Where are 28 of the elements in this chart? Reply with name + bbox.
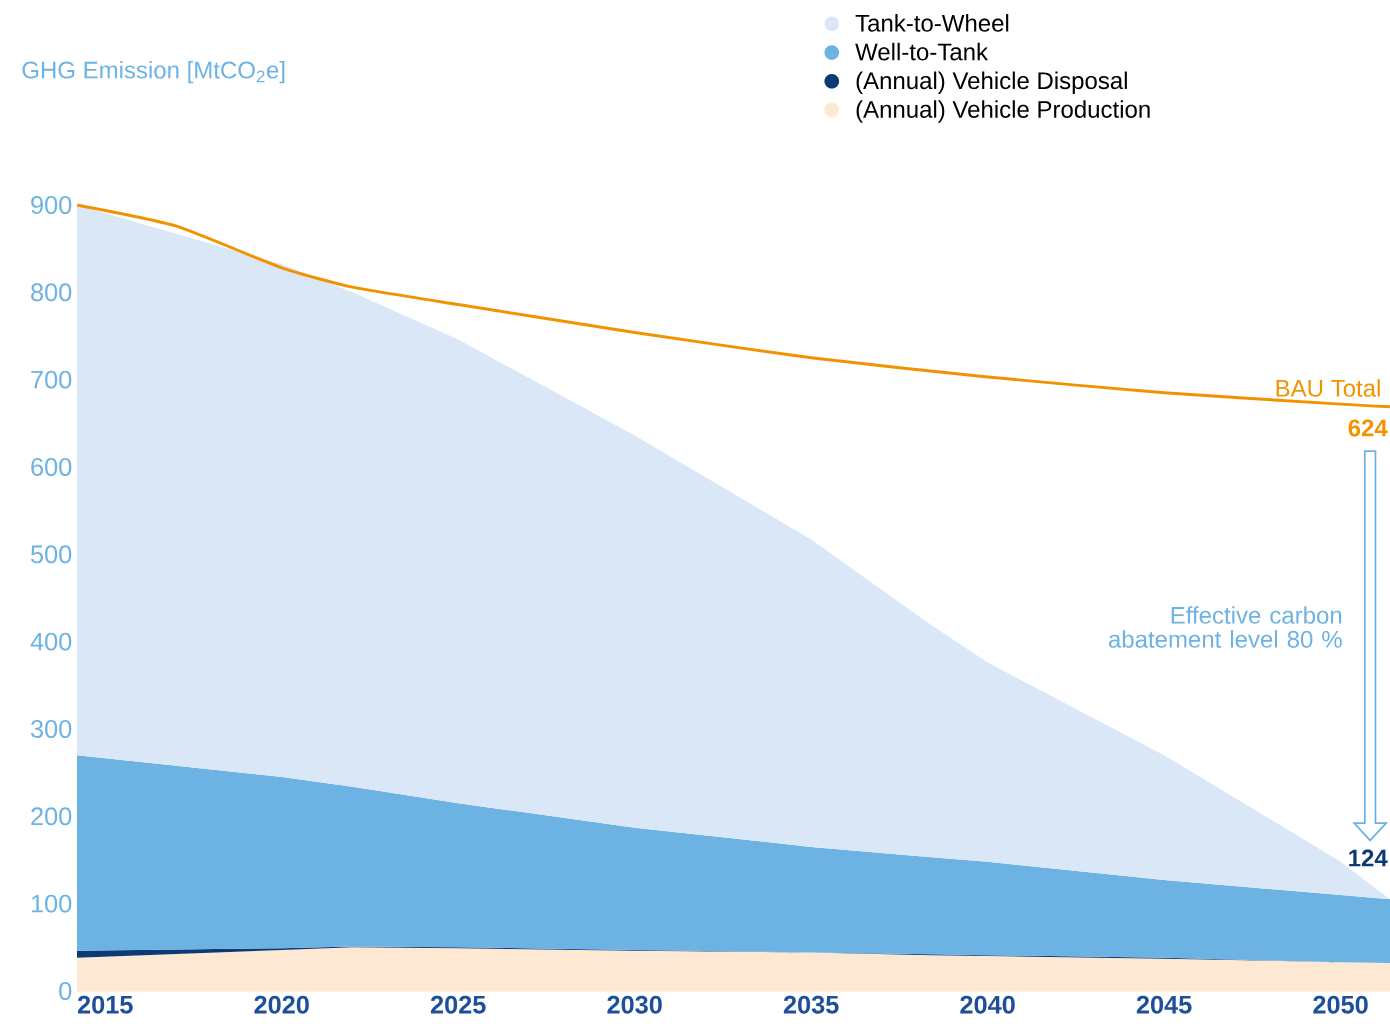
annotation: 624	[1348, 419, 1388, 437]
x-tick-label: 2050	[1313, 995, 1368, 1014]
legend-label: (Annual) Vehicle Disposal	[856, 71, 1127, 94]
y-axis-title: GHG Emission [MtCO$_{2}$e]	[22, 60, 285, 84]
series-label: BAU Total	[1276, 379, 1380, 397]
x-tick-label: 2030	[607, 995, 662, 1014]
y-tick-label: 600	[31, 458, 72, 476]
annotation: Effective carbon abatement level 80 %	[1108, 606, 1342, 648]
x-tick-label: 2020	[254, 995, 309, 1014]
annotation: 124	[1349, 849, 1388, 867]
legend-label: Tank-to-Wheel	[855, 14, 1009, 32]
legend-label: Well-to-Tank	[855, 42, 989, 61]
y-tick-label: 800	[31, 283, 72, 302]
y-tick-label: 300	[30, 720, 72, 738]
x-tick-label: 2035	[783, 995, 839, 1014]
legend-label: (Annual) Vehicle Production	[856, 100, 1150, 123]
y-tick-label: 900	[31, 196, 72, 214]
y-tick-label: 200	[31, 807, 72, 826]
x-tick-label: 2025	[430, 995, 486, 1014]
y-tick-label: 100	[31, 894, 72, 913]
x-tick-label: 2040	[960, 995, 1015, 1014]
y-tick-label: 400	[30, 632, 72, 651]
y-tick-label: 700	[31, 370, 72, 389]
line-series	[75, 203, 1390, 409]
y-tick-label: 500	[31, 545, 72, 564]
x-tick-label: 2045	[1136, 995, 1192, 1014]
x-tick-label: 2015	[77, 995, 133, 1014]
y-tick-label: 0	[59, 982, 72, 1000]
